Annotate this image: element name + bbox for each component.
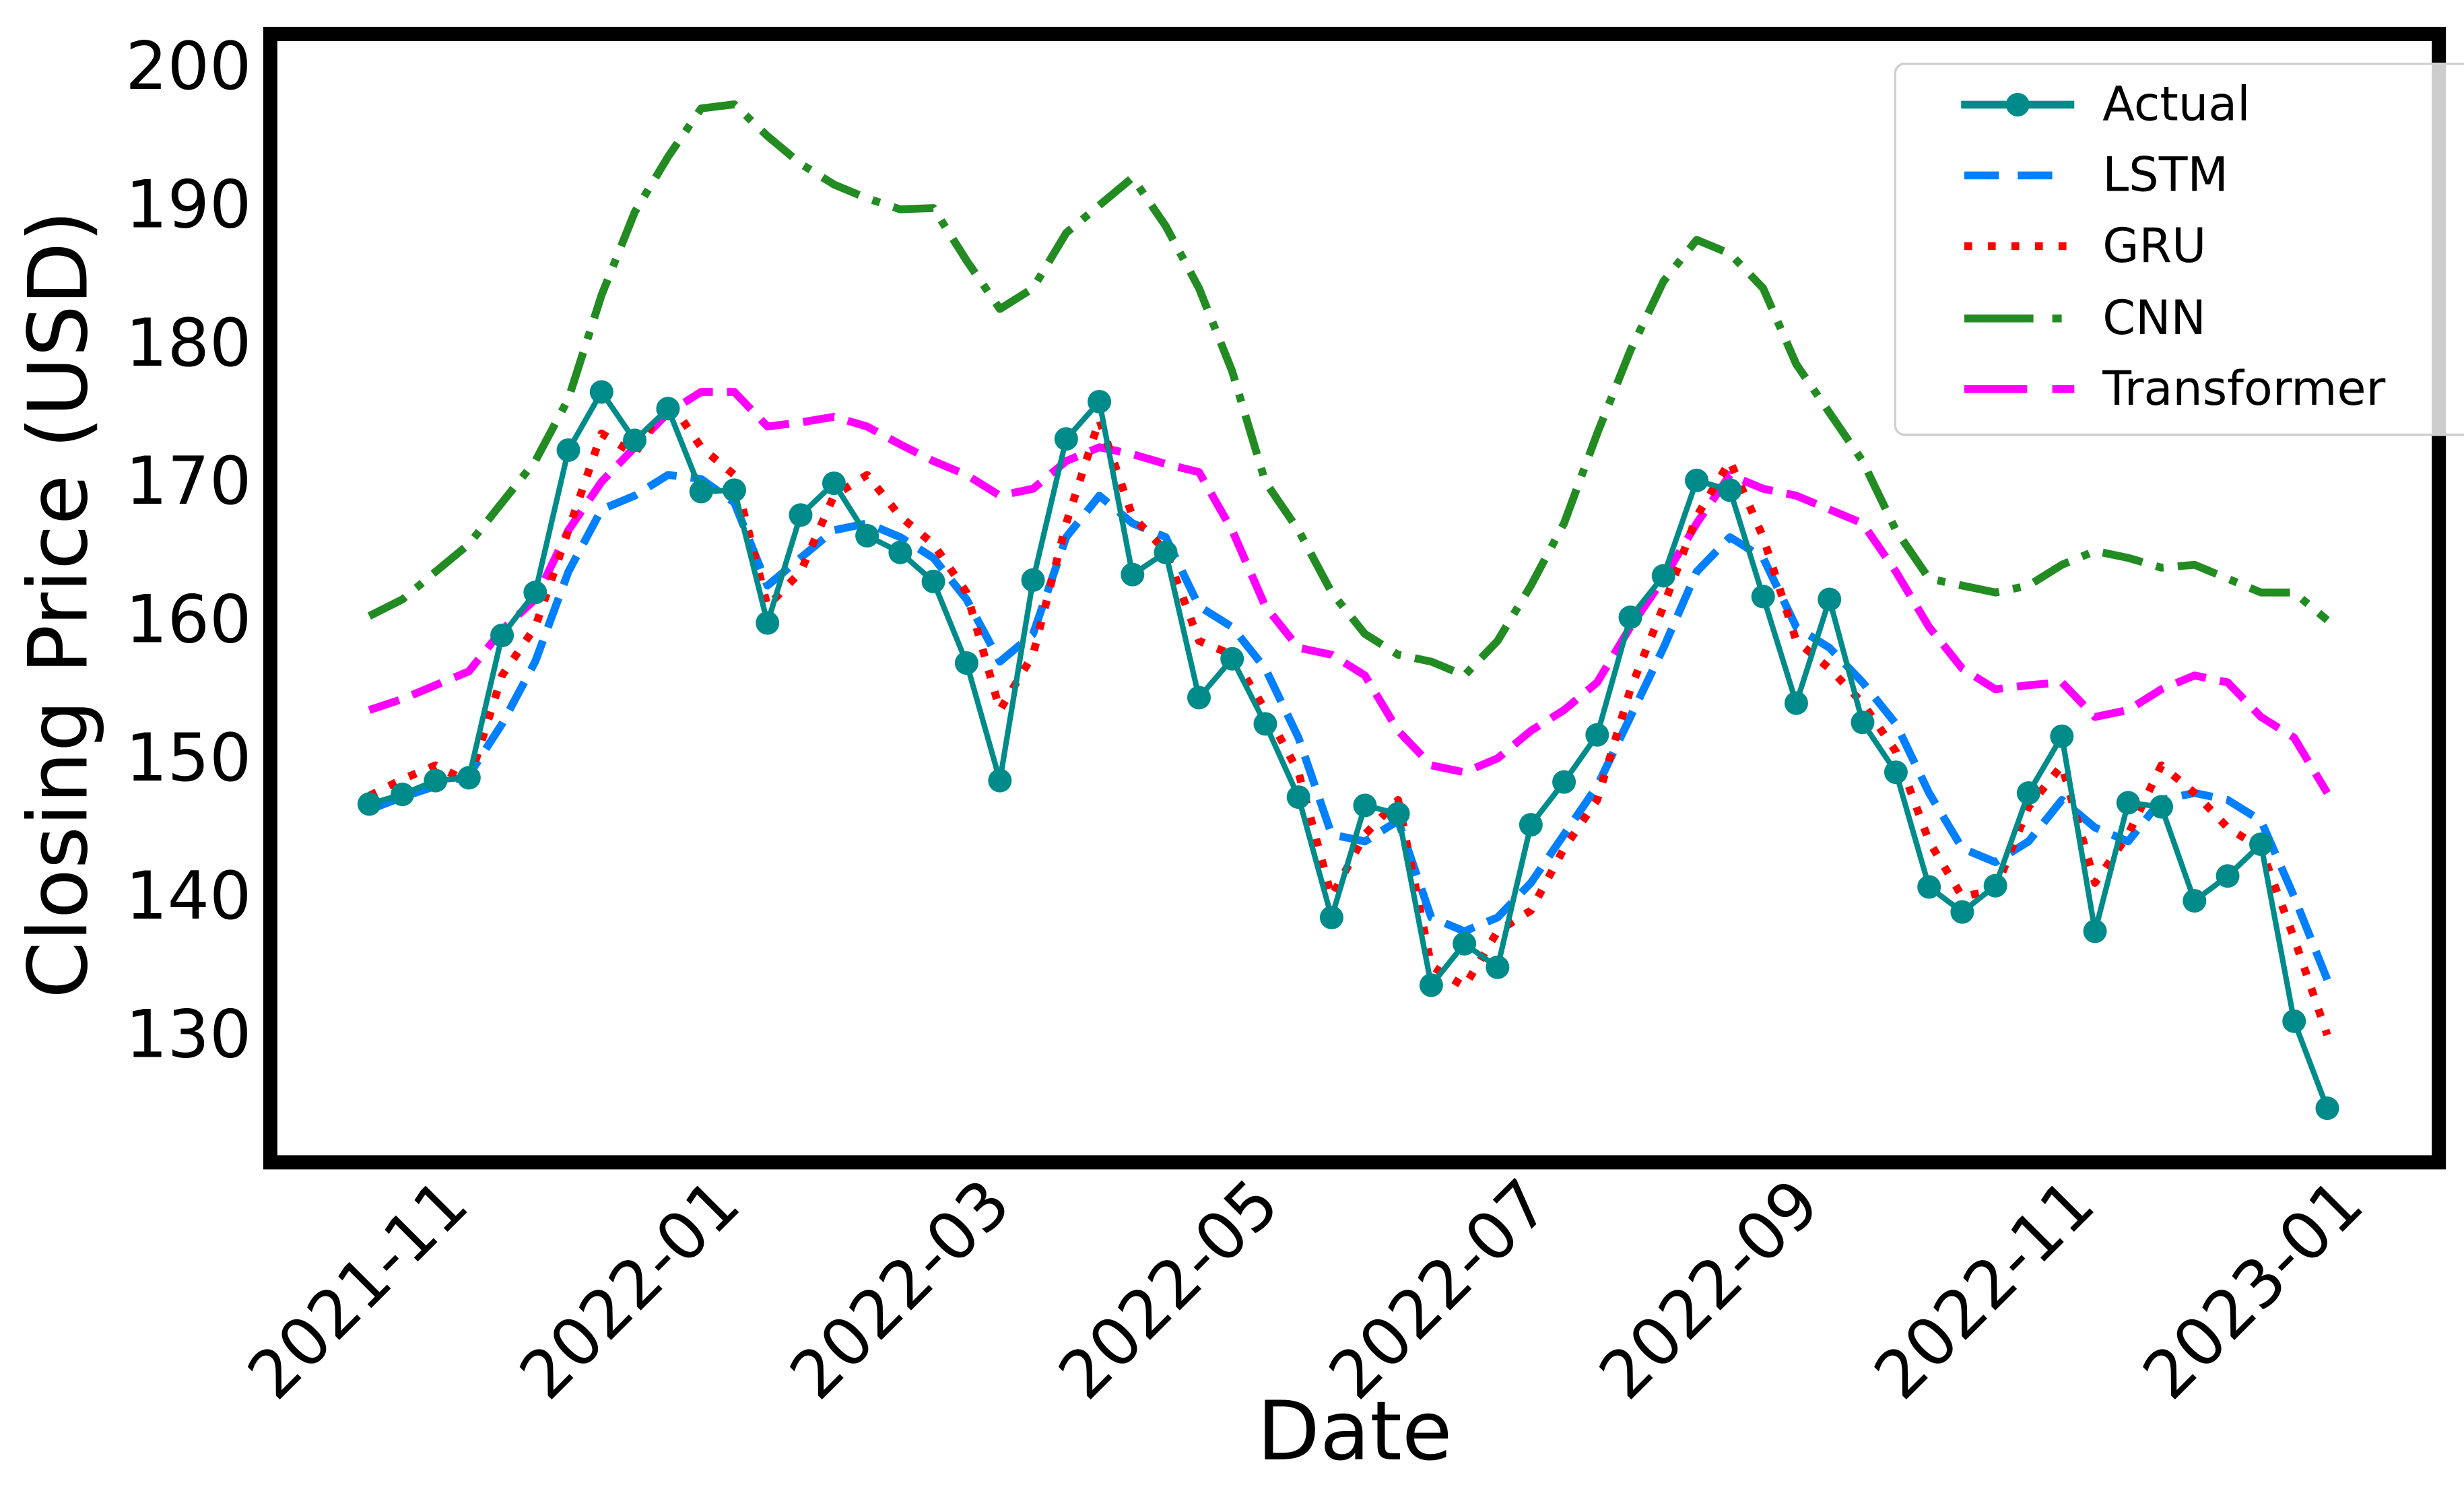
data-point-marker — [2050, 724, 2074, 748]
data-point-marker — [1851, 711, 1875, 735]
legend-label: CNN — [2102, 290, 2206, 345]
data-point-marker — [2249, 832, 2273, 857]
data-point-marker — [1651, 564, 1675, 588]
data-point-marker — [689, 480, 713, 504]
data-point-marker — [1419, 973, 1443, 997]
data-point-marker — [2315, 1096, 2339, 1121]
data-point-marker — [1917, 875, 1941, 899]
data-point-marker — [1286, 785, 1310, 809]
data-point-marker — [2083, 919, 2107, 944]
data-point-marker — [357, 792, 381, 816]
data-point-marker — [1187, 686, 1211, 710]
legend-item-lstm: LSTM — [1964, 147, 2228, 203]
data-point-marker — [2216, 864, 2240, 888]
data-point-marker — [921, 569, 945, 593]
data-point-marker — [1818, 587, 1842, 612]
legend-label: GRU — [2102, 218, 2206, 273]
data-point-marker — [1552, 770, 1576, 794]
data-point-marker — [523, 581, 547, 605]
data-point-marker — [1220, 647, 1244, 671]
y-tick-label: 180 — [125, 305, 251, 382]
plot-frame — [263, 26, 2446, 1170]
plot-area — [357, 100, 2339, 1121]
data-point-marker — [2282, 1009, 2306, 1033]
data-point-marker — [1884, 760, 1908, 785]
data-point-marker — [1021, 568, 1045, 592]
actual-marker-icon — [2005, 92, 2030, 117]
data-point-marker — [1618, 605, 1642, 630]
y-tick-label: 190 — [125, 166, 251, 243]
data-point-marker — [1253, 712, 1277, 736]
data-point-marker — [1486, 955, 1510, 979]
data-point-marker — [2150, 795, 2174, 819]
y-axis-title: Closing Price (USD) — [10, 210, 106, 999]
data-point-marker — [954, 651, 978, 675]
data-point-marker — [1453, 931, 1477, 956]
data-point-marker — [1386, 801, 1410, 826]
legend-item-transformer: Transformer — [1964, 361, 2386, 416]
data-point-marker — [855, 524, 879, 548]
data-point-marker — [2116, 791, 2140, 815]
legend-item-actual: Actual — [1961, 77, 2251, 132]
legend: Actual LSTM GRU CNN Transformer — [1894, 62, 2464, 436]
data-point-marker — [888, 540, 912, 564]
y-tick-label: 200 — [125, 28, 251, 105]
y-tick-label: 140 — [125, 858, 251, 935]
data-point-marker — [457, 766, 481, 790]
data-point-marker — [789, 503, 813, 527]
data-point-marker — [722, 478, 746, 502]
data-point-marker — [623, 428, 647, 453]
y-tick-label: 160 — [125, 581, 251, 658]
legend-box — [1894, 62, 2464, 436]
data-point-marker — [1319, 905, 1343, 929]
data-point-marker — [2183, 889, 2207, 913]
y-tick-label: 150 — [125, 720, 251, 797]
series-transformer — [368, 388, 2331, 795]
data-point-marker — [1718, 478, 1742, 502]
legend-item-gru: GRU — [1964, 218, 2206, 273]
data-point-marker — [988, 768, 1012, 793]
data-point-marker — [656, 397, 680, 421]
data-point-marker — [1784, 691, 1808, 715]
legend-item-cnn: CNN — [1964, 290, 2206, 345]
series-actual — [368, 389, 2330, 1110]
data-point-marker — [1353, 793, 1377, 818]
data-point-marker — [391, 783, 415, 807]
data-point-marker — [2016, 781, 2040, 805]
data-point-marker — [1519, 813, 1543, 837]
y-tick-labels: 200 190 180 170 160 150 140 130 — [125, 28, 251, 1073]
data-point-marker — [490, 623, 514, 647]
y-tick-label: 130 — [125, 997, 251, 1073]
data-point-marker — [1154, 540, 1178, 564]
data-point-marker — [1585, 723, 1609, 747]
data-point-marker — [1685, 468, 1709, 492]
legend-label: Actual — [2102, 77, 2250, 132]
data-point-marker — [1950, 900, 1974, 924]
x-axis-title: Date — [1257, 1383, 1453, 1479]
data-point-marker — [589, 380, 613, 404]
data-point-marker — [556, 438, 580, 462]
data-point-marker — [822, 471, 846, 496]
data-point-marker — [756, 611, 780, 635]
data-point-marker — [1751, 585, 1775, 609]
data-point-marker — [1983, 873, 2007, 898]
data-point-marker — [1054, 427, 1078, 451]
y-tick-label: 170 — [125, 443, 251, 520]
data-point-marker — [1088, 389, 1112, 414]
legend-label: LSTM — [2102, 147, 2228, 203]
data-point-marker — [424, 768, 448, 793]
data-point-marker — [1121, 562, 1145, 587]
legend-label: Transformer — [2102, 361, 2385, 416]
